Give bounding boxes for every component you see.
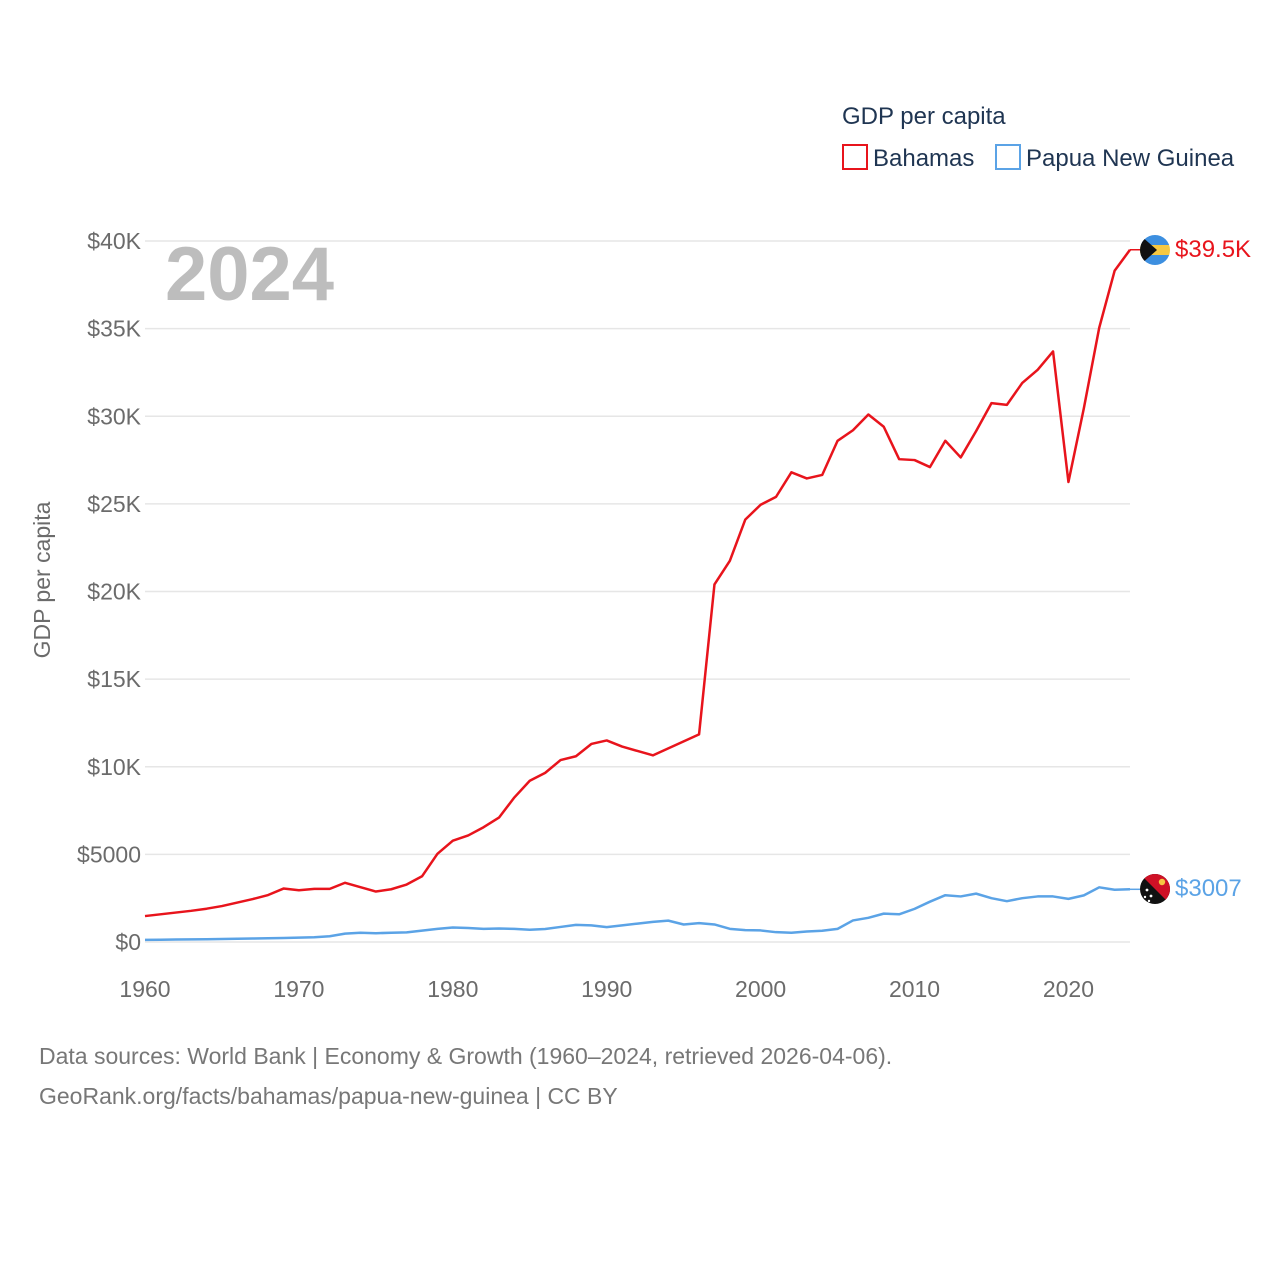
source-line-1: Data sources: World Bank | Economy & Gro…	[39, 1043, 893, 1069]
y-tick-label: $30K	[87, 403, 141, 429]
y-tick-label: $20K	[87, 579, 141, 605]
legend-label-papua-new-guinea: Papua New Guinea	[1026, 145, 1235, 172]
x-tick-label: 1980	[427, 976, 478, 1002]
gridlines	[145, 240, 1130, 943]
legend-title: GDP per capita	[842, 103, 1006, 130]
y-axis-ticks: $0 $5000 $10K $15K $20K $25K $30K $35K $40K	[77, 228, 142, 955]
x-tick-label: 1990	[581, 976, 632, 1002]
papua-new-guinea-series-line	[144, 886, 1131, 942]
y-tick-label: $15K	[87, 666, 141, 692]
legend-swatch-bahamas	[842, 144, 868, 170]
y-tick-label: $0	[115, 929, 141, 955]
y-tick-label: $10K	[87, 754, 141, 780]
source-line-2: GeoRank.org/facts/bahamas/papua-new-guin…	[39, 1083, 618, 1109]
bahamas-series-line	[144, 249, 1132, 918]
legend-label-bahamas: Bahamas	[873, 145, 974, 172]
x-tick-label: 2000	[735, 976, 786, 1002]
y-axis-label: GDP per capita	[29, 501, 55, 658]
x-tick-label: 2010	[889, 976, 940, 1002]
legend-swatch-papua-new-guinea	[995, 144, 1021, 170]
bahamas-flag-icon	[1140, 235, 1170, 265]
year-watermark: 2024	[165, 232, 334, 317]
y-tick-label: $35K	[87, 316, 141, 342]
papua-new-guinea-end-value: $3007	[1175, 875, 1242, 902]
x-tick-label: 1970	[273, 976, 324, 1002]
legend: GDP per capita Bahamas Papua New Guinea	[842, 103, 1235, 172]
x-tick-label: 1960	[119, 976, 170, 1002]
x-tick-label: 2020	[1043, 976, 1094, 1002]
y-tick-label: $5000	[77, 841, 141, 867]
papua-new-guinea-flag-icon	[1140, 874, 1170, 904]
y-tick-label: $25K	[87, 491, 141, 517]
y-tick-label: $40K	[87, 228, 141, 254]
bahamas-end-value: $39.5K	[1175, 236, 1251, 263]
x-axis-ticks: 1960 1970 1980 1990 2000 2010 2020	[119, 976, 1094, 1002]
